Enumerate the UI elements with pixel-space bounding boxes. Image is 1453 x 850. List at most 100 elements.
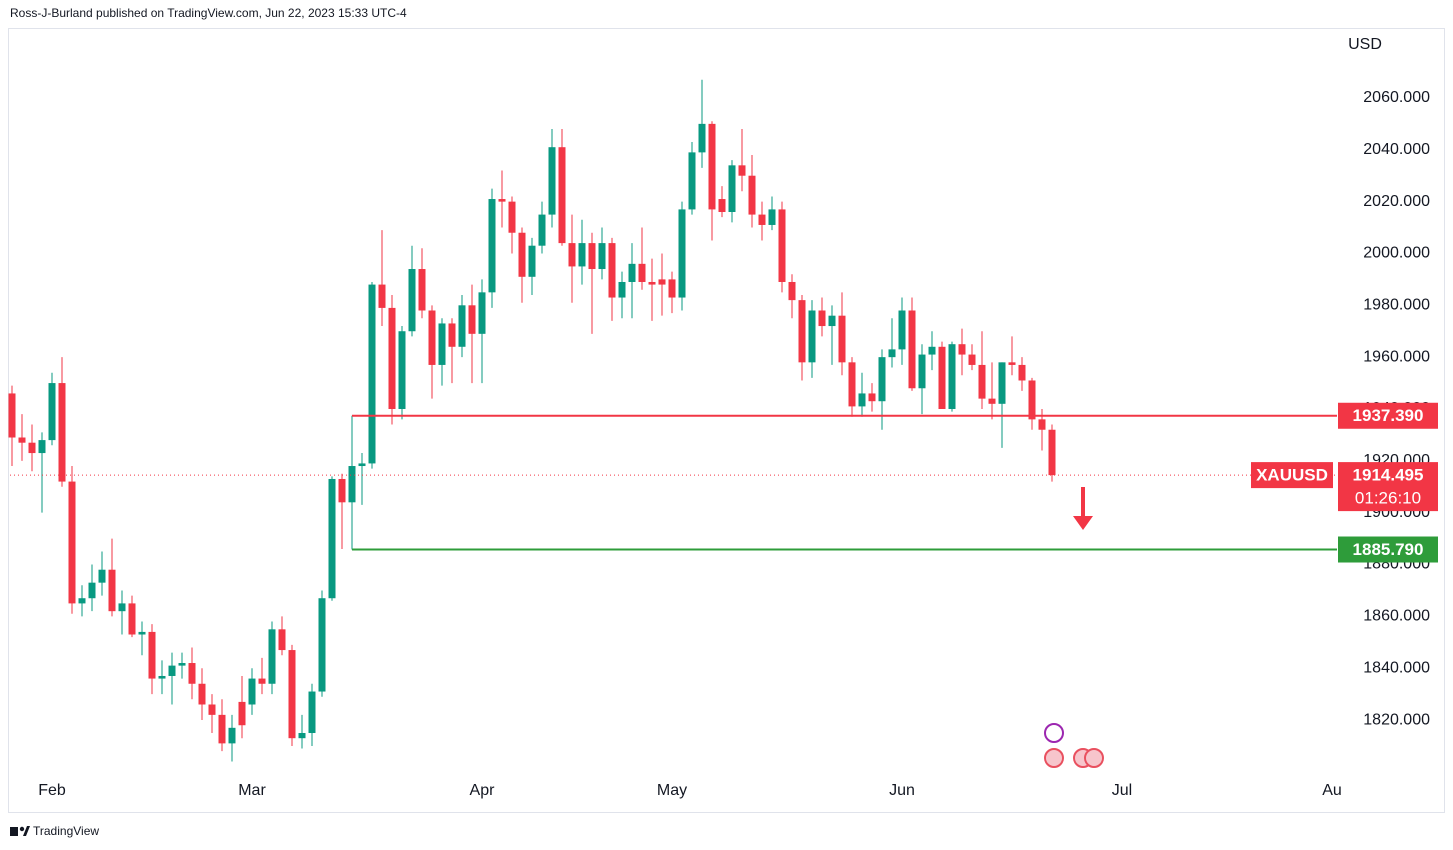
candle-body: [468, 305, 476, 334]
candle-body: [388, 307, 396, 409]
candle-body: [748, 175, 756, 215]
candle-body: [708, 123, 716, 210]
candle-body: [598, 243, 606, 270]
candle-body: [448, 323, 456, 347]
countdown-label: 01:26:10: [1355, 489, 1421, 508]
candle-body: [238, 701, 246, 726]
candle-body: [18, 437, 26, 443]
candle-body: [838, 315, 846, 363]
symbol-label: XAUUSD: [1256, 466, 1328, 485]
candle-body: [588, 243, 596, 270]
candle-body: [718, 199, 726, 212]
candle-body: [368, 284, 376, 464]
candle-body: [638, 263, 646, 282]
candle-body: [8, 393, 16, 438]
candle-body: [48, 383, 56, 441]
candle-body: [1048, 429, 1056, 476]
level-label-box: [1338, 536, 1438, 563]
tradingview-logo: [10, 826, 30, 836]
candle-body: [548, 147, 556, 215]
candle-body: [178, 663, 186, 666]
candle-body: [678, 209, 686, 298]
candle-body: [668, 279, 676, 298]
x-tick-label: May: [657, 782, 687, 799]
event-icons: [1044, 723, 1104, 768]
candle-body: [278, 629, 286, 651]
candle-body: [168, 665, 176, 676]
y-tick-label: 1860.000: [1363, 608, 1430, 625]
candle-body: [738, 165, 746, 176]
candle-body: [648, 281, 656, 285]
candle-body: [978, 364, 986, 399]
x-tick-label: Feb: [38, 782, 66, 799]
candle-body: [58, 383, 66, 482]
candle-body: [728, 165, 736, 212]
candle-body: [558, 147, 566, 244]
candle-body: [1008, 362, 1016, 365]
candle-body: [428, 310, 436, 365]
y-tick-label: 2060.000: [1363, 89, 1430, 106]
candle-body: [228, 727, 236, 744]
candle-body: [658, 279, 666, 285]
candle-body: [848, 362, 856, 407]
currency-label: USD: [1348, 36, 1382, 53]
footer-brand: TradingView: [33, 824, 99, 838]
last-price-label: 1914.495: [1353, 466, 1424, 485]
candle-body: [38, 440, 46, 454]
candle-body: [788, 281, 796, 301]
candle-body: [868, 393, 876, 402]
candle-body: [1038, 419, 1046, 430]
candle-body: [858, 393, 866, 407]
last-price-box: [1338, 462, 1438, 512]
candle-body: [758, 214, 766, 225]
candle-body: [108, 569, 116, 612]
candle-body: [528, 245, 536, 277]
candle-body: [998, 362, 1006, 404]
candle-body: [578, 243, 586, 267]
candle-body: [1018, 364, 1026, 381]
y-tick-label: 2000.000: [1363, 245, 1430, 262]
candle-body: [478, 292, 486, 334]
candle-body: [488, 199, 496, 293]
candle-body: [918, 354, 926, 389]
candle-body: [378, 284, 386, 308]
candle-body: [458, 305, 466, 347]
level-label: 1885.790: [1353, 540, 1424, 559]
candle-body: [628, 263, 636, 282]
candle-body: [98, 569, 106, 583]
candle-body: [608, 243, 616, 298]
candle-body: [798, 300, 806, 363]
candle-body: [618, 281, 626, 298]
candle-body: [398, 331, 406, 409]
published-note: Ross-J-Burland published on TradingView.…: [10, 6, 407, 20]
candle-body: [968, 354, 976, 365]
candle-body: [958, 344, 966, 355]
candle-body: [828, 315, 836, 327]
candle-body: [248, 678, 256, 705]
candle-body: [88, 582, 96, 599]
y-tick-label: 1960.000: [1363, 348, 1430, 365]
candle-body: [768, 209, 776, 225]
candle-body: [568, 243, 576, 267]
candle-body: [138, 631, 146, 635]
candle-body: [538, 214, 546, 246]
candle-body: [898, 310, 906, 350]
candle-body: [328, 478, 336, 599]
x-tick-label: Jun: [889, 782, 915, 799]
candle-body: [518, 232, 526, 277]
chart-frame: [8, 28, 1445, 813]
candle-body: [808, 310, 816, 363]
candle-body: [288, 650, 296, 739]
candle-body: [688, 152, 696, 210]
candle-body: [698, 123, 706, 153]
candle-body: [318, 598, 326, 692]
candle-body: [938, 346, 946, 409]
level-label: 1937.390: [1353, 406, 1424, 425]
candle-body: [338, 478, 346, 503]
candle-body: [188, 663, 196, 684]
candle-body: [508, 201, 516, 233]
candle-body: [128, 603, 136, 635]
candle-body: [408, 269, 416, 332]
candle-body: [888, 349, 896, 358]
